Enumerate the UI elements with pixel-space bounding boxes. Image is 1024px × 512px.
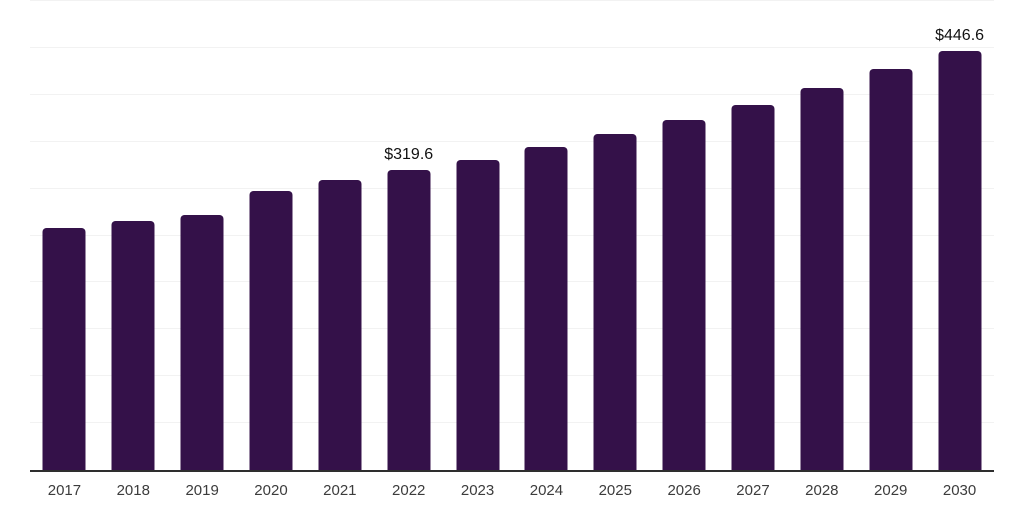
bar-2023 bbox=[456, 160, 500, 470]
bar-2017 bbox=[42, 228, 86, 470]
bar-slot-2027 bbox=[719, 0, 788, 470]
bar-slot-2017 bbox=[30, 0, 99, 470]
gridline bbox=[30, 93, 994, 95]
bar-2019 bbox=[180, 214, 224, 470]
plot-area: $319.6 $446.6 bbox=[30, 0, 994, 472]
gridline bbox=[30, 375, 994, 377]
gridline bbox=[30, 422, 994, 424]
bar-2029 bbox=[869, 69, 913, 470]
bar-slot-2019 bbox=[168, 0, 237, 470]
bar-2018 bbox=[111, 220, 155, 470]
bar-2028 bbox=[800, 87, 844, 470]
bar-value-label-2030: $446.6 bbox=[935, 27, 985, 45]
x-tick-label-2023: 2023 bbox=[460, 482, 495, 499]
x-tick-label-2024: 2024 bbox=[529, 482, 564, 499]
bar-slot-2025 bbox=[581, 0, 650, 470]
gridline bbox=[30, 140, 994, 142]
bar-slot-2024 bbox=[512, 0, 581, 470]
x-tick-label-2022: 2022 bbox=[392, 482, 426, 499]
x-tick-label-2026: 2026 bbox=[667, 482, 701, 499]
bar-2026 bbox=[662, 119, 706, 470]
bar-value-label-2022: $319.6 bbox=[384, 146, 434, 164]
bar-2022 bbox=[387, 170, 431, 470]
gridline bbox=[30, 281, 994, 283]
bar-2027 bbox=[731, 104, 775, 470]
bar-slot-2021 bbox=[305, 0, 374, 470]
bar-slot-2018 bbox=[99, 0, 168, 470]
gridline bbox=[30, 0, 994, 1]
bar-2020 bbox=[249, 191, 293, 470]
x-tick-label-2017: 2017 bbox=[47, 482, 82, 499]
bar-slot-2020 bbox=[237, 0, 306, 470]
x-tick-label-2028: 2028 bbox=[805, 482, 839, 499]
x-tick-label-2025: 2025 bbox=[598, 482, 632, 499]
bar-slot-2023 bbox=[443, 0, 512, 470]
x-tick-label-2029: 2029 bbox=[874, 482, 908, 499]
x-tick-label-2021: 2021 bbox=[323, 482, 357, 499]
gridline bbox=[30, 328, 994, 330]
bar-2030 bbox=[938, 51, 982, 470]
x-tick-label-2019: 2019 bbox=[185, 482, 219, 499]
x-axis: 2017 2018 2019 2020 2021 2022 2023 2024 2025 2026… bbox=[30, 480, 994, 502]
bar-slot-2028 bbox=[787, 0, 856, 470]
x-tick-label-2018: 2018 bbox=[116, 482, 150, 499]
bar-slot-2030: $446.6 bbox=[925, 0, 994, 470]
gridline bbox=[30, 234, 994, 236]
bar-slot-2022: $319.6 bbox=[374, 0, 443, 470]
bar-2025 bbox=[593, 133, 637, 470]
bar-slot-2029 bbox=[856, 0, 925, 470]
x-tick-label-2020: 2020 bbox=[254, 482, 288, 499]
bar-2021 bbox=[318, 180, 362, 470]
gridline bbox=[30, 187, 994, 189]
x-tick-label-2027: 2027 bbox=[736, 482, 770, 499]
gridline bbox=[30, 46, 994, 48]
bar-2024 bbox=[524, 146, 568, 470]
x-tick-label-2030: 2030 bbox=[942, 482, 977, 499]
bar-slot-2026 bbox=[650, 0, 719, 470]
